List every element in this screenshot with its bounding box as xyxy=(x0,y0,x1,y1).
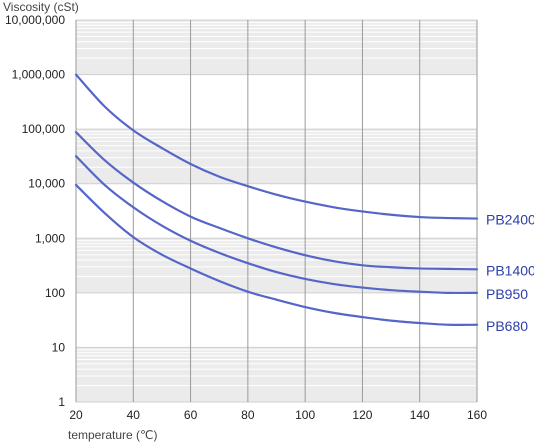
series-line-pb950 xyxy=(74,155,479,295)
x-tick-label: 60 xyxy=(184,408,198,422)
series-line-pb2400 xyxy=(74,73,479,220)
series-label-pb950: PB950 xyxy=(486,286,528,302)
y-tick-label: 10,000,000 xyxy=(5,13,65,27)
y-tick-label: 10,000 xyxy=(28,177,65,191)
major-gridlines xyxy=(75,19,478,403)
y-tick-label: 100 xyxy=(45,286,65,300)
y-tick-label: 10 xyxy=(52,340,66,354)
x-tick-label: 100 xyxy=(295,408,315,422)
x-tick-label: 140 xyxy=(410,408,430,422)
y-tick-label: 100,000 xyxy=(22,122,66,136)
series-label-pb1400: PB1400 xyxy=(486,262,534,278)
x-axis-title: temperature (℃) xyxy=(68,428,158,442)
series-labels: PB2400 PB1400 PB950 PB680 xyxy=(486,212,534,334)
x-tick-label: 80 xyxy=(241,408,255,422)
y-tick-label: 1 xyxy=(58,395,65,409)
y-tick-label: 1,000 xyxy=(35,231,65,245)
y-tick-labels: 1 10 100 1,000 10,000 100,000 1,000,000 10,000,… xyxy=(5,13,65,409)
series-label-pb680: PB680 xyxy=(486,318,528,334)
plot-area xyxy=(76,20,477,402)
y-tick-label: 1,000,000 xyxy=(12,68,66,82)
decade-band xyxy=(76,129,477,184)
minor-gridlines xyxy=(76,21,477,387)
plot-background-bands xyxy=(76,20,477,402)
x-tick-labels: 20 40 60 80 100 120 140 160 xyxy=(69,408,487,422)
x-tick-label: 160 xyxy=(467,408,487,422)
series-label-pb2400: PB2400 xyxy=(486,212,534,228)
decade-band xyxy=(76,347,477,402)
x-tick-label: 20 xyxy=(69,408,83,422)
y-axis-title: Viscosity (cSt) xyxy=(3,0,79,14)
x-tick-label: 120 xyxy=(352,408,372,422)
decade-band xyxy=(76,20,477,75)
series-line-pb680 xyxy=(74,183,479,327)
x-tick-label: 40 xyxy=(127,408,141,422)
series-lines xyxy=(74,73,479,327)
series-line-pb1400 xyxy=(74,131,479,271)
